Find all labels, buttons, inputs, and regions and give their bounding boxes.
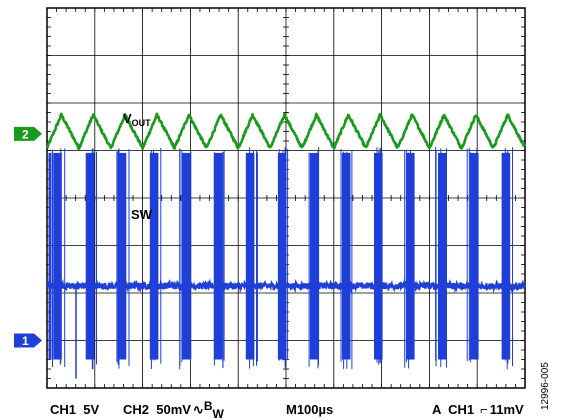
graticule-frame [46, 7, 526, 389]
sw-pulse [501, 152, 511, 360]
sw-trace-label: SW [131, 207, 153, 222]
sw-pulse [149, 152, 159, 360]
sw-pulse [277, 152, 287, 360]
vout-label-main: V [123, 111, 132, 126]
channel-marker-id: 2 [22, 127, 29, 141]
bandwidth-limit-w: W [213, 407, 225, 420]
sw-pulse [341, 152, 351, 360]
sw-pulse [213, 152, 223, 360]
bandwidth-limit-b: B [204, 399, 213, 413]
vout-trace-label: VOUT [123, 111, 151, 128]
trigger-edge-icon: ⌐ [480, 402, 488, 417]
channel-marker-id: 1 [22, 334, 29, 348]
bandwidth-limit-icon: ∿ [193, 402, 204, 417]
ch1-scale-readout: CH1 5V [50, 402, 99, 417]
ch2-scale-value: CH2 50mV [123, 402, 191, 417]
sw-label-main: SW [131, 207, 153, 222]
sw-pulse [117, 152, 127, 360]
sw-pulse [470, 152, 479, 360]
sw-pulse [309, 152, 319, 360]
sw-pulse [85, 152, 95, 360]
channel-marker-arrow [14, 126, 42, 141]
vout-trace [46, 112, 526, 151]
channel-1-marker: 1 [14, 333, 42, 348]
trigger-level: 11mV [490, 402, 524, 417]
ch2-scale-readout: CH2 50mV ∿BW [123, 399, 225, 420]
channel-2-marker: 2 [14, 126, 42, 141]
sw-pulse [438, 152, 447, 360]
vout-label-sub: OUT [132, 118, 152, 128]
timebase-readout: M100µs [286, 402, 333, 417]
trigger-source: A CH1 [432, 402, 474, 417]
trigger-readout: A CH1 ⌐ 11mV [432, 402, 524, 417]
channel-marker-arrow [14, 333, 42, 348]
figure-id: 12996-005 [540, 362, 551, 410]
sw-pulse [181, 152, 191, 360]
sw-pulse [53, 152, 62, 360]
trace-group [45, 112, 527, 379]
channel-markers: 21 [14, 126, 42, 348]
